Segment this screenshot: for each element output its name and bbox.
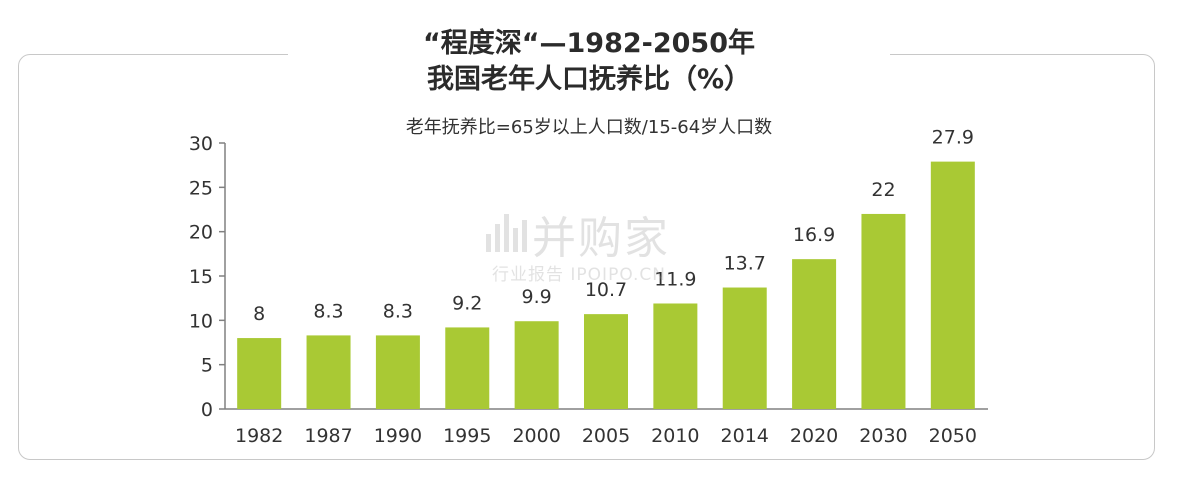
y-tick-label: 25 [189,177,213,199]
bar [722,287,767,409]
bar-value-label: 8.3 [383,300,413,322]
bar [375,335,420,409]
bar [653,303,698,409]
y-tick-label: 10 [189,310,213,332]
y-tick-label: 5 [201,355,213,377]
bar-value-label: 13.7 [724,253,766,275]
bar [861,213,906,409]
bar-value-label: 9.9 [522,286,552,308]
x-tick-label: 2020 [790,425,838,447]
x-tick-label: 2030 [859,425,907,447]
chart-title-line1: “程度深“—1982-2050年 [423,28,755,59]
chart-subtitle: 老年抚养比=65岁以上人口数/15-64岁人口数 [405,117,773,138]
bar [445,327,490,409]
x-tick-label: 1990 [374,425,422,447]
bar [514,321,559,409]
bar-value-label: 8.3 [313,300,343,322]
y-tick-label: 30 [189,133,213,155]
y-tick-label: 15 [189,266,213,288]
bar [584,314,628,409]
bar [237,338,282,409]
bar-value-label: 16.9 [793,224,835,246]
bar [930,161,975,409]
bar-value-label: 8 [253,303,265,325]
x-tick-label: 2014 [721,425,769,447]
x-tick-label: 2005 [582,425,630,447]
bar-value-label: 27.9 [932,127,974,149]
x-tick-label: 2050 [929,425,977,447]
x-tick-label: 1982 [235,425,283,447]
bar-value-label: 10.7 [585,279,627,301]
chart-title-line2: 我国老年人口抚养比（%） [426,64,752,95]
bar [306,335,351,409]
x-tick-label: 2000 [512,425,560,447]
x-tick-label: 1987 [304,425,352,447]
bar-value-label: 9.2 [452,292,482,314]
y-tick-label: 20 [189,222,213,244]
y-tick-label: 0 [201,399,213,421]
bar [792,259,837,409]
x-tick-label: 2010 [651,425,699,447]
bar-value-label: 22 [871,179,895,201]
x-tick-label: 1995 [443,425,491,447]
title-background [288,44,890,66]
bar-value-label: 11.9 [654,268,696,290]
